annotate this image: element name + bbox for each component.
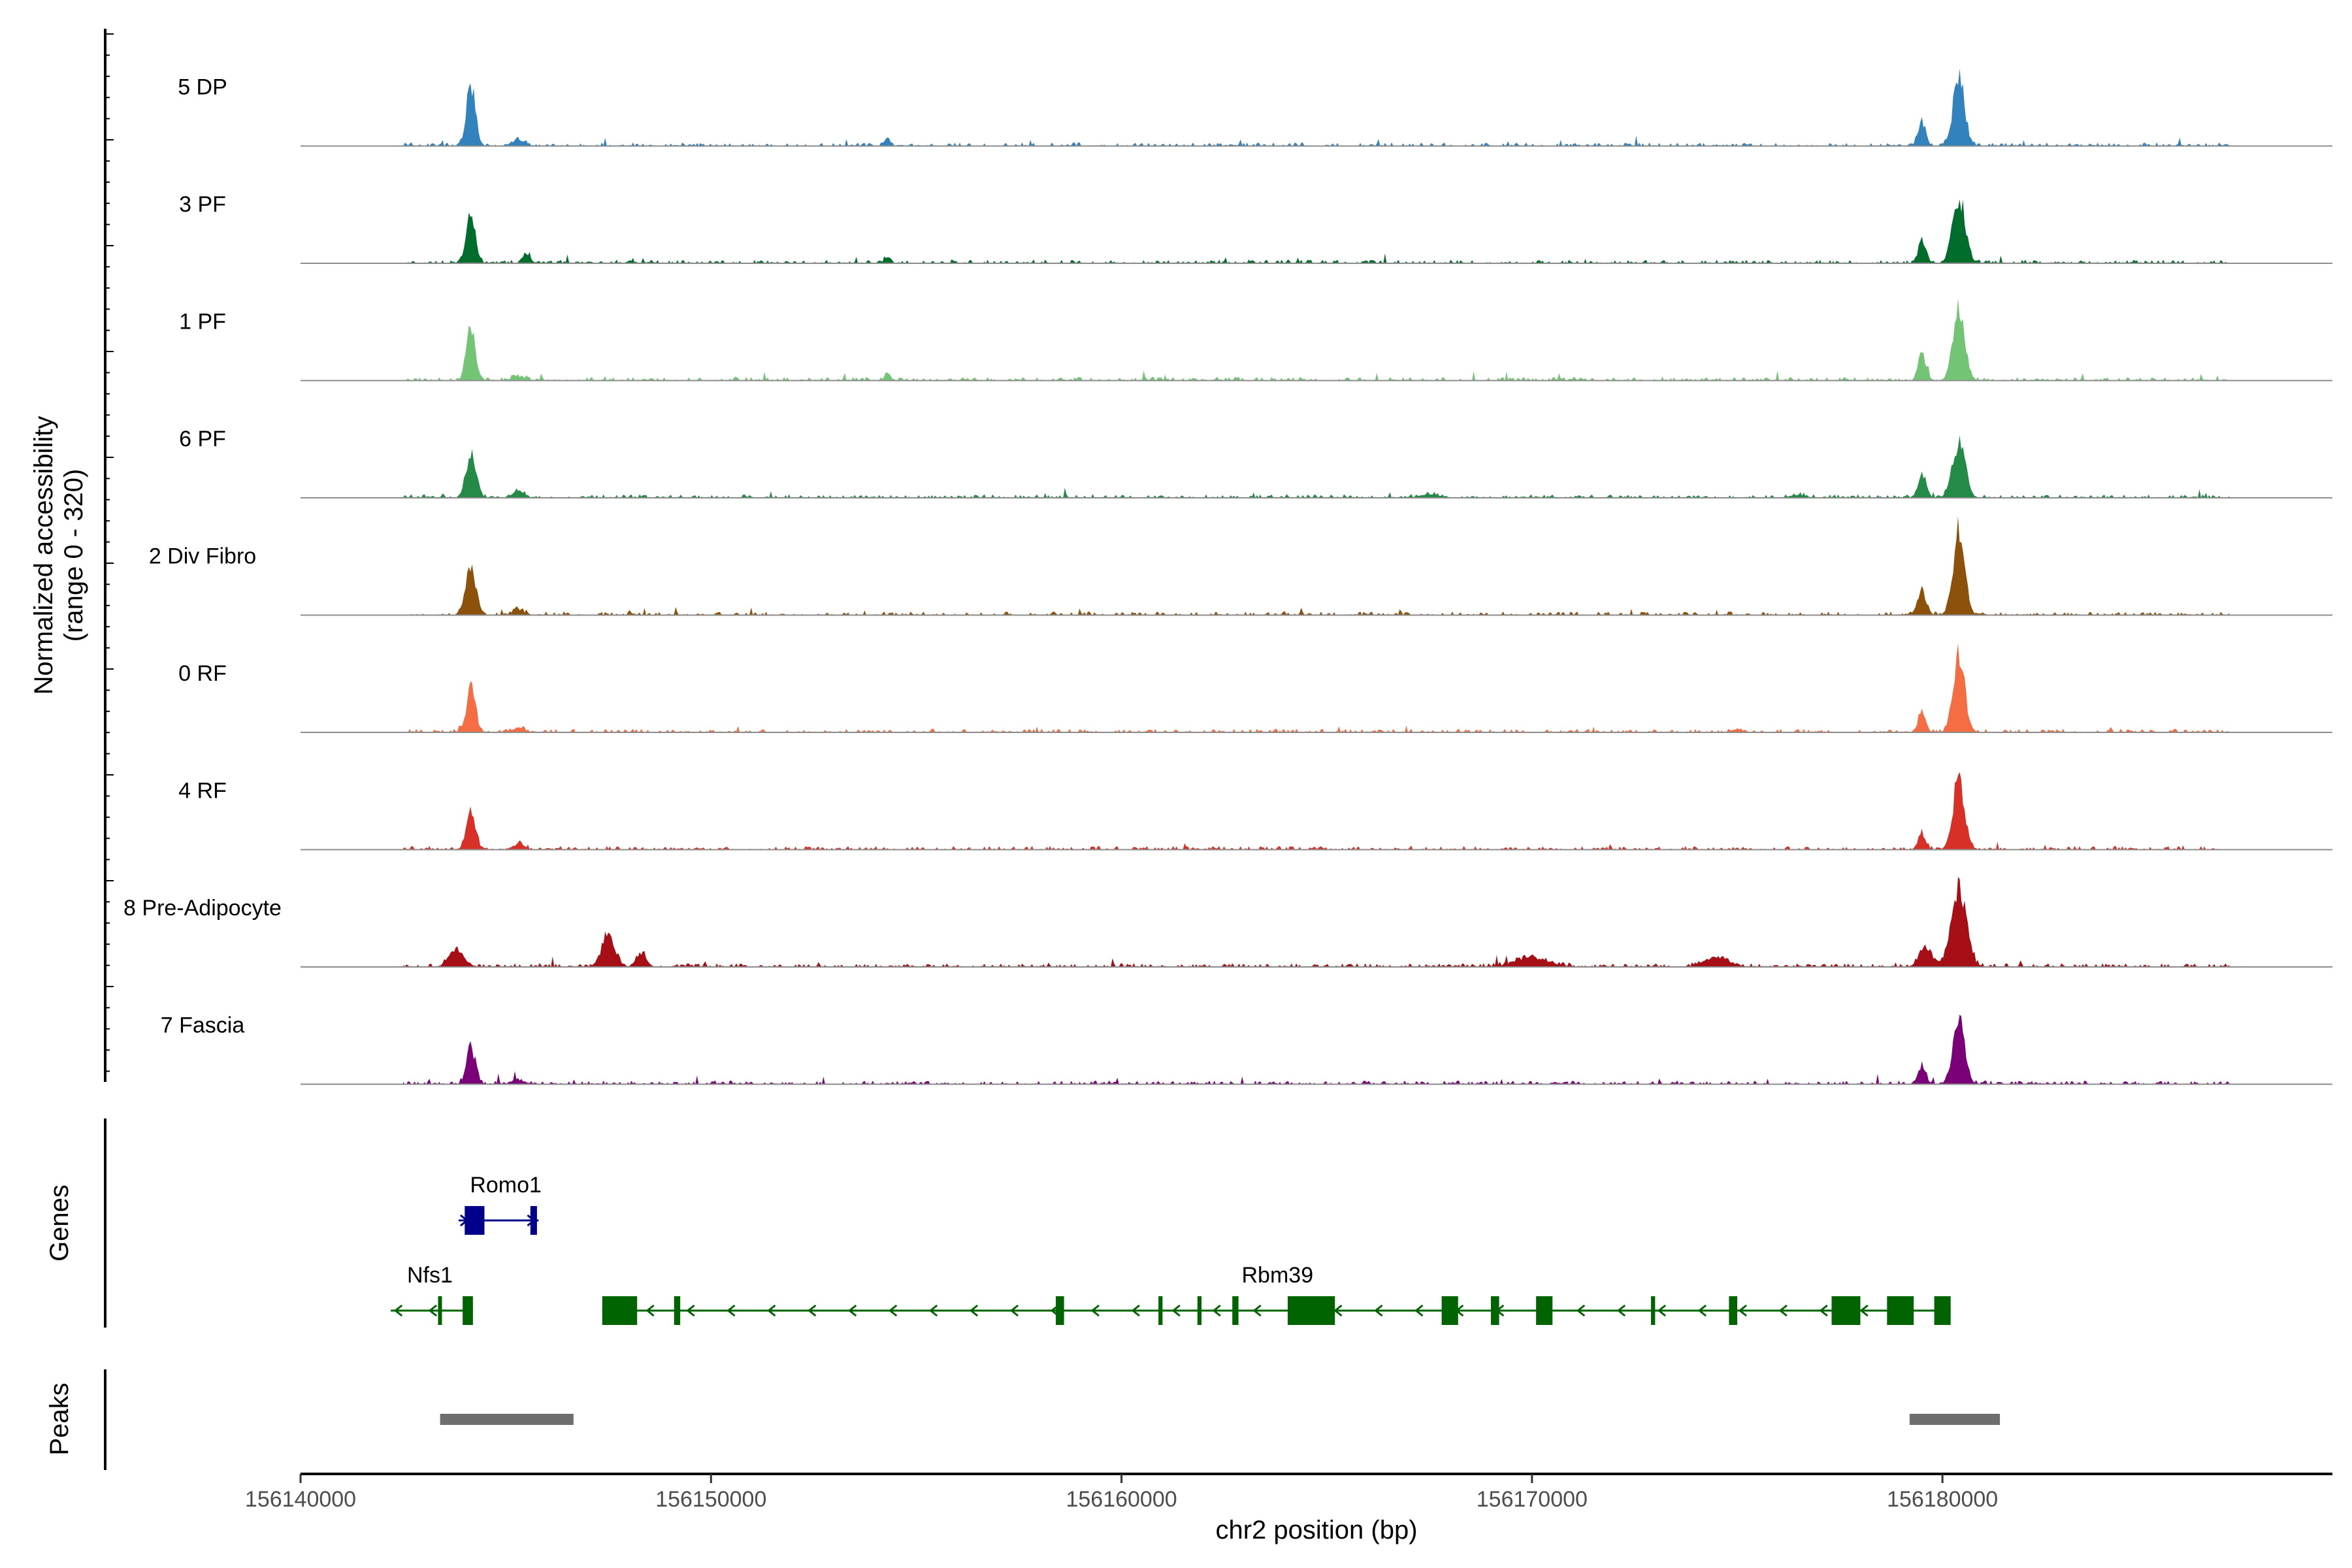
coverage-area	[403, 643, 2230, 732]
gene-exon	[530, 1206, 537, 1235]
gene-label: Romo1	[470, 1173, 542, 1198]
gene-exon	[438, 1296, 442, 1325]
coverage-track-label: 7 Fascia	[161, 1013, 245, 1038]
peak-track	[440, 1414, 2001, 1425]
strand-chevron	[1090, 1304, 1100, 1317]
strand-chevron	[888, 1304, 898, 1317]
peaks-track-label: Peaks	[45, 1382, 74, 1455]
strand-chevron	[1171, 1304, 1181, 1317]
coverage-area	[403, 298, 2230, 381]
coverage-area	[403, 435, 2230, 498]
strand-chevron	[767, 1304, 776, 1317]
coverage-track-label: 4 RF	[178, 779, 227, 804]
coverage-track: 1 PF	[179, 298, 2332, 382]
strand-chevron	[1859, 1304, 1869, 1317]
gene-exon	[1441, 1296, 1458, 1325]
strand-chevron	[428, 1304, 437, 1317]
gene-exon	[465, 1206, 485, 1235]
strand-chevron	[848, 1304, 857, 1317]
coverage-area	[403, 1014, 2230, 1085]
coverage-track: 2 Div Fibro	[149, 516, 2332, 616]
strand-chevron	[1576, 1304, 1586, 1317]
gene-label: Rbm39	[1242, 1263, 1314, 1288]
strand-chevron	[1414, 1304, 1424, 1317]
gene-exon	[1288, 1296, 1335, 1325]
coverage-track: 6 PF	[179, 427, 2332, 498]
x-tick-label: 156140000	[245, 1487, 356, 1512]
coverage-track: 7 Fascia	[161, 1013, 2332, 1085]
x-tick-label: 156170000	[1477, 1487, 1588, 1512]
coverage-track: 8 Pre-Adipocyte	[123, 876, 2332, 968]
x-axis-label: chr2 position (bp)	[1215, 1516, 1417, 1544]
strand-chevron	[1333, 1304, 1343, 1317]
coverage-track-label: 2 Div Fibro	[149, 544, 256, 569]
coverage-track: 4 RF	[178, 772, 2332, 851]
strand-chevron	[727, 1304, 736, 1317]
gene-exon	[1536, 1296, 1553, 1325]
coverage-tracks: 5 DP 3 PF 1 PF 6 PF 2 Div Fibro 0 RF 4 RF 8 Pre…	[123, 68, 2332, 1085]
gene-exon	[1197, 1296, 1202, 1325]
x-tick-label: 156160000	[1066, 1487, 1177, 1512]
gene-track: Romo1 Nfs1 Rbm39	[391, 1173, 1951, 1325]
coverage-area	[403, 516, 2230, 615]
gene-exon	[1729, 1296, 1737, 1325]
genes-track-label: Genes	[45, 1184, 74, 1262]
strand-chevron	[1819, 1304, 1828, 1317]
strand-chevron	[1616, 1304, 1626, 1317]
gene-exon	[1831, 1296, 1861, 1325]
gene-model: Nfs1	[391, 1263, 473, 1325]
gene-exon	[674, 1296, 681, 1325]
gene-exon	[1651, 1296, 1656, 1325]
strand-chevron	[928, 1304, 938, 1317]
strand-chevron	[393, 1304, 403, 1317]
peak-region	[440, 1414, 574, 1425]
gene-model: Romo1	[458, 1173, 542, 1235]
gene-exon	[463, 1296, 473, 1325]
coverage-track: 3 PF	[179, 192, 2332, 264]
gene-exon	[1887, 1296, 1914, 1325]
strand-chevron	[1212, 1304, 1221, 1317]
gene-exon	[1232, 1296, 1239, 1325]
coverage-area	[403, 199, 2230, 263]
strand-chevron	[1252, 1304, 1262, 1317]
strand-chevron	[969, 1304, 979, 1317]
coverage-track-label: 1 PF	[179, 310, 226, 335]
x-tick-label: 156180000	[1887, 1487, 1998, 1512]
strand-chevron	[686, 1304, 695, 1317]
strand-chevron	[645, 1304, 655, 1317]
gene-label: Nfs1	[407, 1263, 453, 1288]
gene-exon	[1158, 1296, 1163, 1325]
strand-chevron	[1009, 1304, 1019, 1317]
coverage-track: 5 DP	[178, 68, 2332, 147]
gene-exon	[602, 1296, 638, 1325]
axes: Normalized accessibility (range 0 - 320)…	[29, 29, 2332, 1544]
strand-chevron	[1738, 1304, 1747, 1317]
y-axis-label-line2: (range 0 - 320)	[59, 469, 88, 642]
strand-chevron	[1374, 1304, 1383, 1317]
coverage-area	[403, 876, 2230, 967]
strand-chevron	[1697, 1304, 1707, 1317]
gene-exon	[1491, 1296, 1499, 1325]
coverage-track-label: 8 Pre-Adipocyte	[123, 896, 282, 921]
gene-model: Rbm39	[602, 1263, 1951, 1325]
coverage-track-label: 6 PF	[179, 427, 226, 451]
coverage-track-label: 0 RF	[178, 661, 227, 686]
strand-chevron	[1131, 1304, 1140, 1317]
x-tick-label: 156150000	[655, 1487, 766, 1512]
coverage-area	[403, 772, 2230, 850]
coverage-area	[403, 68, 2230, 146]
coverage-track-label: 5 DP	[178, 75, 227, 100]
y-axis-label-line1: Normalized accessibility	[29, 416, 58, 695]
coverage-track-label: 3 PF	[179, 192, 226, 217]
strand-chevron	[1778, 1304, 1788, 1317]
gene-exon	[1056, 1296, 1064, 1325]
coverage-track: 0 RF	[178, 643, 2332, 733]
peak-region	[1909, 1414, 2001, 1425]
strand-chevron	[808, 1304, 817, 1317]
gene-exon	[1934, 1296, 1951, 1325]
strand-chevron	[1657, 1304, 1667, 1317]
